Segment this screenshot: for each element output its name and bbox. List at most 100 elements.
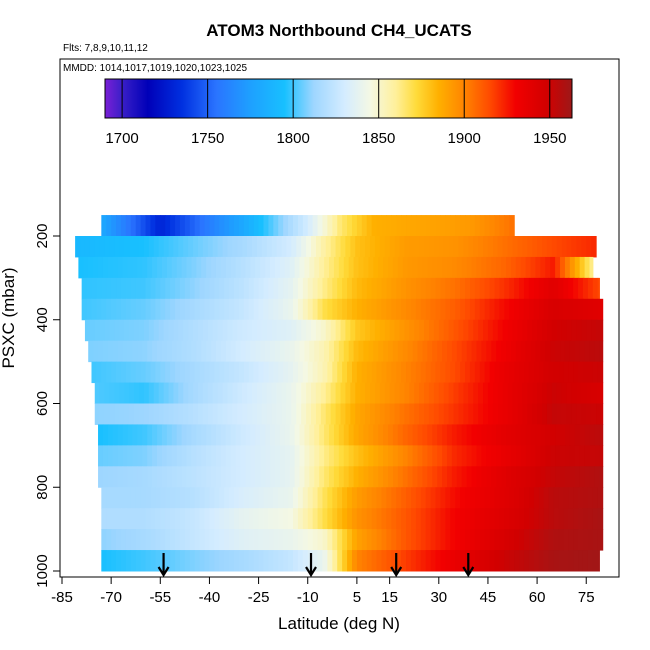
heatmap-cell xyxy=(458,236,464,258)
heatmap-cell xyxy=(523,550,530,572)
heatmap-cell xyxy=(550,445,556,467)
heatmap-cell xyxy=(455,487,461,509)
heatmap-cell xyxy=(102,445,109,467)
heatmap-cell xyxy=(106,215,112,237)
x-tick-label: 30 xyxy=(430,589,447,606)
heatmap-cell xyxy=(199,529,206,551)
heatmap-cell xyxy=(381,298,387,321)
heatmap-row xyxy=(88,340,604,363)
heatmap-cell xyxy=(148,382,155,404)
heatmap-cell xyxy=(479,508,486,530)
heatmap-cell xyxy=(430,487,437,509)
heatmap-cell xyxy=(573,529,579,551)
heatmap-cell xyxy=(542,319,548,342)
heatmap-cell xyxy=(445,550,451,572)
heatmap-cell xyxy=(163,403,170,425)
heatmap-cell xyxy=(292,277,299,300)
heatmap-cell xyxy=(122,424,129,446)
heatmap-cell xyxy=(564,256,571,279)
heatmap-cell xyxy=(104,236,111,258)
heatmap-cell xyxy=(271,382,278,404)
heatmap-cell xyxy=(145,550,152,572)
heatmap-cell xyxy=(502,319,509,342)
heatmap-cell xyxy=(432,424,438,446)
heatmap-cell xyxy=(309,340,315,363)
heatmap-cell xyxy=(109,382,116,404)
heatmap-cell xyxy=(302,508,309,530)
heatmap-cell xyxy=(107,445,114,467)
heatmap-cell xyxy=(120,487,127,509)
heatmap-cell xyxy=(224,215,230,237)
heatmap-cell xyxy=(281,382,288,404)
heatmap-cell xyxy=(501,340,507,363)
heatmap-cell xyxy=(469,529,476,551)
heatmap-cell xyxy=(340,382,347,404)
heatmap-cell xyxy=(369,319,376,342)
heatmap-cell xyxy=(332,550,338,572)
heatmap-cell xyxy=(279,445,286,467)
heatmap-cell xyxy=(332,298,338,321)
heatmap-cell xyxy=(479,361,486,384)
heatmap-cell xyxy=(476,424,482,446)
heatmap-cell xyxy=(215,340,222,363)
heatmap-cell xyxy=(499,298,505,321)
heatmap-cell xyxy=(312,277,319,300)
heatmap-cell xyxy=(330,236,337,258)
heatmap-cell xyxy=(406,550,412,572)
heatmap-cell xyxy=(409,319,415,342)
heatmap-cell xyxy=(569,466,576,488)
heatmap-row xyxy=(91,361,604,384)
heatmap-cell xyxy=(532,236,538,258)
heatmap-row xyxy=(98,424,604,446)
heatmap-cell xyxy=(460,550,466,572)
heatmap-cell xyxy=(592,361,599,384)
heatmap-cell xyxy=(297,361,304,384)
heatmap-cell xyxy=(206,424,212,446)
heatmap-cell xyxy=(342,298,348,321)
heatmap-cell xyxy=(528,529,535,551)
heatmap-cell xyxy=(296,382,302,404)
heatmap-cell xyxy=(505,340,512,363)
heatmap-cell xyxy=(302,529,309,551)
heatmap-cell xyxy=(175,298,181,321)
heatmap-cell xyxy=(170,487,176,509)
heatmap-cell xyxy=(291,403,297,425)
heatmap-cell xyxy=(125,550,132,572)
heatmap-cell xyxy=(188,319,194,342)
heatmap-cell xyxy=(571,382,577,404)
heatmap-cell xyxy=(356,508,363,530)
heatmap-cell xyxy=(343,445,350,467)
heatmap-cell xyxy=(114,319,120,342)
heatmap-cell xyxy=(96,298,102,321)
heatmap-cell xyxy=(245,445,251,467)
heatmap-cell xyxy=(322,550,328,572)
heatmap-cell xyxy=(478,319,484,342)
heatmap-cell xyxy=(229,298,235,321)
heatmap-cell xyxy=(260,424,266,446)
heatmap-cell xyxy=(152,466,158,488)
heatmap-cell xyxy=(528,550,535,572)
heatmap-cell xyxy=(396,529,402,551)
heatmap-cell xyxy=(227,319,233,342)
heatmap-cell xyxy=(186,445,193,467)
heatmap-cell xyxy=(433,319,440,342)
heatmap-cell xyxy=(422,340,428,363)
heatmap-cell xyxy=(322,215,328,237)
heatmap-cell xyxy=(155,215,161,237)
heatmap-cell xyxy=(491,466,497,488)
heatmap-cell xyxy=(496,256,502,279)
heatmap-cell xyxy=(587,550,594,572)
heatmap-cell xyxy=(225,445,232,467)
heatmap-cell xyxy=(348,466,355,488)
heatmap-cell xyxy=(474,508,481,530)
heatmap-cell xyxy=(343,340,350,363)
heatmap-cell xyxy=(311,382,317,404)
heatmap-cell xyxy=(527,382,533,404)
heatmap-cell xyxy=(191,424,197,446)
heatmap-cell xyxy=(465,487,471,509)
heatmap-cell xyxy=(373,445,379,467)
heatmap-cell xyxy=(150,550,156,572)
heatmap-cell xyxy=(248,298,255,321)
heatmap-cell xyxy=(312,361,319,384)
heatmap-cell xyxy=(460,298,466,321)
